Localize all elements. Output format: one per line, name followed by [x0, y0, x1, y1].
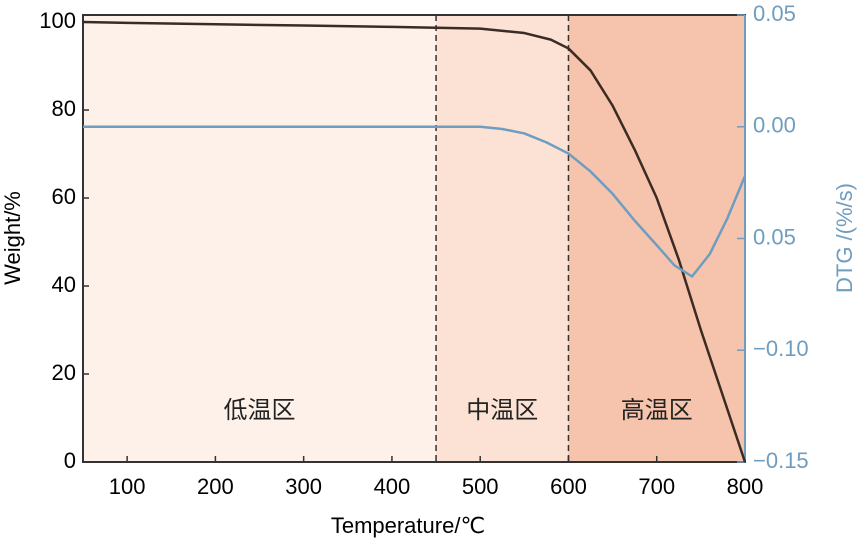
y-tick-label: 60 — [52, 184, 76, 209]
x-tick-label: 100 — [109, 474, 146, 499]
y2-tick-label: 0.05 — [753, 1, 796, 26]
y2-axis-title: DTG /(%/s) — [832, 183, 857, 293]
x-tick-label: 400 — [374, 474, 411, 499]
y2-tick-label: 0.05 — [753, 224, 796, 249]
x-tick-label: 300 — [285, 474, 322, 499]
y-tick-label: 40 — [52, 272, 76, 297]
y2-tick-label: −0.15 — [753, 448, 809, 473]
y-tick-label: 80 — [52, 96, 76, 121]
y-tick-label: 0 — [64, 448, 76, 473]
x-tick-label: 700 — [638, 474, 675, 499]
x-tick-label: 600 — [550, 474, 587, 499]
region-label: 中温区 — [466, 396, 538, 424]
y-tick-label: 20 — [52, 360, 76, 385]
region-label: 低温区 — [224, 396, 296, 424]
x-tick-label: 200 — [197, 474, 234, 499]
x-tick-label: 800 — [727, 474, 764, 499]
y-tick-label: 100 — [39, 8, 76, 33]
data-line — [83, 125, 747, 278]
y2-tick-label: 0.00 — [753, 113, 796, 138]
y-axis-title: Weight/% — [0, 191, 25, 285]
region — [568, 15, 745, 462]
x-tick-label: 500 — [462, 474, 499, 499]
y2-tick-label: −0.10 — [753, 336, 809, 361]
region-label: 高温区 — [621, 396, 693, 424]
background — [83, 15, 745, 462]
x-axis-title: Temperature/℃ — [331, 513, 485, 538]
region — [436, 15, 569, 462]
region — [83, 15, 437, 462]
